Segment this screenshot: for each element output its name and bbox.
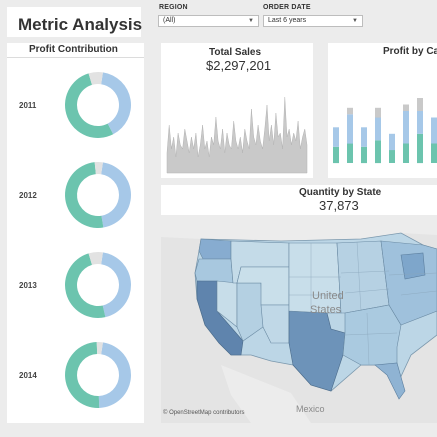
map-header — [161, 185, 437, 215]
state-borders — [289, 241, 437, 366]
profit-bar-2-series-3 — [347, 107, 353, 115]
quantity-by-state-title: Quantity by State — [299, 187, 382, 198]
profit-bar-6-series-2 — [403, 111, 409, 144]
year-label-2014: 2014 — [19, 371, 37, 380]
region-filter-select[interactable]: (All) ▼ — [158, 15, 259, 27]
order-date-filter-select[interactable]: Last 6 years ▼ — [263, 15, 363, 27]
mexico-land — [221, 365, 311, 423]
order-date-filter-value: Last 6 years — [268, 17, 307, 24]
map-label-mexico: Mexico — [296, 404, 325, 414]
order-date-filter-label: ORDER DATE — [263, 4, 311, 11]
region-filter-label: REGION — [159, 4, 188, 11]
donut-2012-segment-2 — [65, 162, 104, 228]
state-oregon — [194, 258, 234, 284]
profit-bar-8-series-2 — [431, 117, 437, 144]
donut-2014-segment-1 — [98, 342, 132, 408]
us-state-map[interactable] — [161, 215, 437, 423]
profit-bar-6-series-3 — [403, 104, 409, 111]
quantity-by-state-value: 37,873 — [319, 198, 359, 213]
profit-bar-1-series-2 — [333, 127, 339, 147]
profit-contribution-title: Profit Contribution — [29, 44, 118, 55]
year-label-2011: 2011 — [19, 101, 37, 110]
total-sales-panel: Total Sales $2,297,201 — [161, 43, 313, 178]
chevron-down-icon: ▼ — [248, 18, 254, 24]
donut-2012-segment-1 — [101, 162, 132, 228]
page-title: Metric Analysis — [18, 15, 143, 34]
donut-2011-segment-3 — [88, 72, 103, 85]
profit-by-category-panel: Profit by Ca — [328, 43, 437, 178]
donut-2013-segment-3 — [88, 252, 103, 265]
profit-bar-5-series-1 — [389, 150, 395, 163]
year-label-2012: 2012 — [19, 191, 37, 200]
profit-bar-7-series-3 — [417, 98, 423, 111]
profit-bar-3-series-2 — [361, 127, 367, 147]
chevron-down-icon: ▼ — [352, 18, 358, 24]
donut-2013-segment-1 — [101, 252, 131, 318]
profit-bar-2-series-2 — [347, 114, 353, 144]
profit-contribution-panel: Profit Contribution 2011 2012 2013 2014 — [7, 43, 144, 423]
region-filter-value: (All) — [163, 17, 176, 24]
total-sales-area-chart — [166, 96, 308, 174]
canada-land — [161, 215, 437, 241]
map-label-states: States — [310, 304, 342, 316]
quantity-by-state-panel: Quantity by State 37,873 — [161, 185, 437, 423]
map-attribution[interactable]: © OpenStreetMap contributors — [163, 410, 245, 416]
profit-bar-6-series-1 — [403, 143, 409, 163]
profit-bar-7-series-2 — [417, 111, 423, 134]
donut-2012-segment-3 — [94, 162, 103, 175]
title-panel: Metric Analysis — [7, 7, 143, 37]
profit-bar-1-series-1 — [333, 146, 339, 164]
donut-2011-segment-2 — [65, 73, 114, 138]
profit-bar-4-series-3 — [375, 107, 381, 118]
state-plains — [288, 242, 342, 314]
state-texas — [288, 310, 346, 392]
profit-bar-4-series-2 — [375, 117, 381, 141]
total-sales-value: $2,297,201 — [206, 58, 272, 73]
donut-2013-segment-2 — [65, 253, 106, 318]
state-midwest — [336, 240, 390, 314]
profit-bar-2-series-1 — [347, 143, 353, 163]
profit-bar-8-series-1 — [431, 143, 437, 163]
state-washington — [198, 238, 232, 260]
profit-bar-7-series-1 — [417, 133, 423, 164]
state-new-york — [400, 252, 426, 280]
profit-bar-4-series-1 — [375, 140, 381, 164]
profit-bar-3-series-1 — [361, 146, 367, 164]
year-label-2013: 2013 — [19, 281, 37, 290]
state-new-mexico — [260, 304, 290, 344]
donut-2014-segment-3 — [96, 342, 103, 355]
profit-by-category-title: Profit by Ca — [383, 46, 437, 57]
profit-bar-5-series-2 — [389, 133, 395, 151]
total-sales-title: Total Sales — [209, 47, 262, 58]
total-sales-area — [166, 96, 308, 174]
profit-by-category-bar-chart — [333, 98, 437, 164]
profit-contribution-donuts — [65, 72, 132, 408]
donut-2011-segment-1 — [101, 72, 132, 135]
map-label-united: United — [312, 290, 344, 302]
divider — [7, 57, 144, 58]
state-florida — [374, 362, 406, 400]
donut-2014-segment-2 — [65, 342, 100, 408]
